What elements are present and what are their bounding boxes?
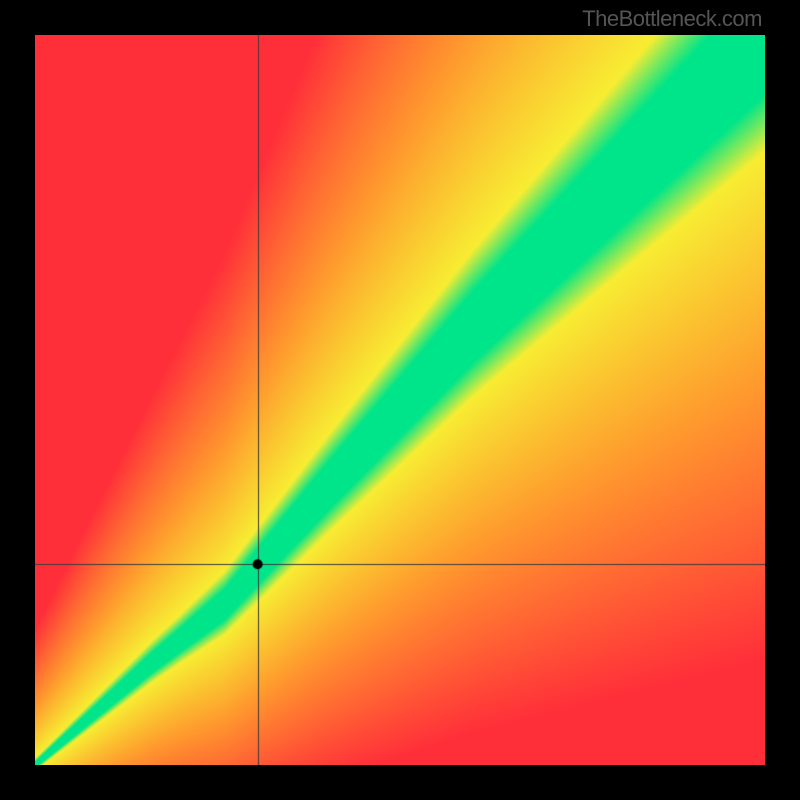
watermark-text: TheBottleneck.com bbox=[582, 6, 762, 32]
bottleneck-heatmap bbox=[35, 35, 765, 765]
page-container: TheBottleneck.com bbox=[0, 0, 800, 800]
heatmap-canvas bbox=[35, 35, 765, 765]
